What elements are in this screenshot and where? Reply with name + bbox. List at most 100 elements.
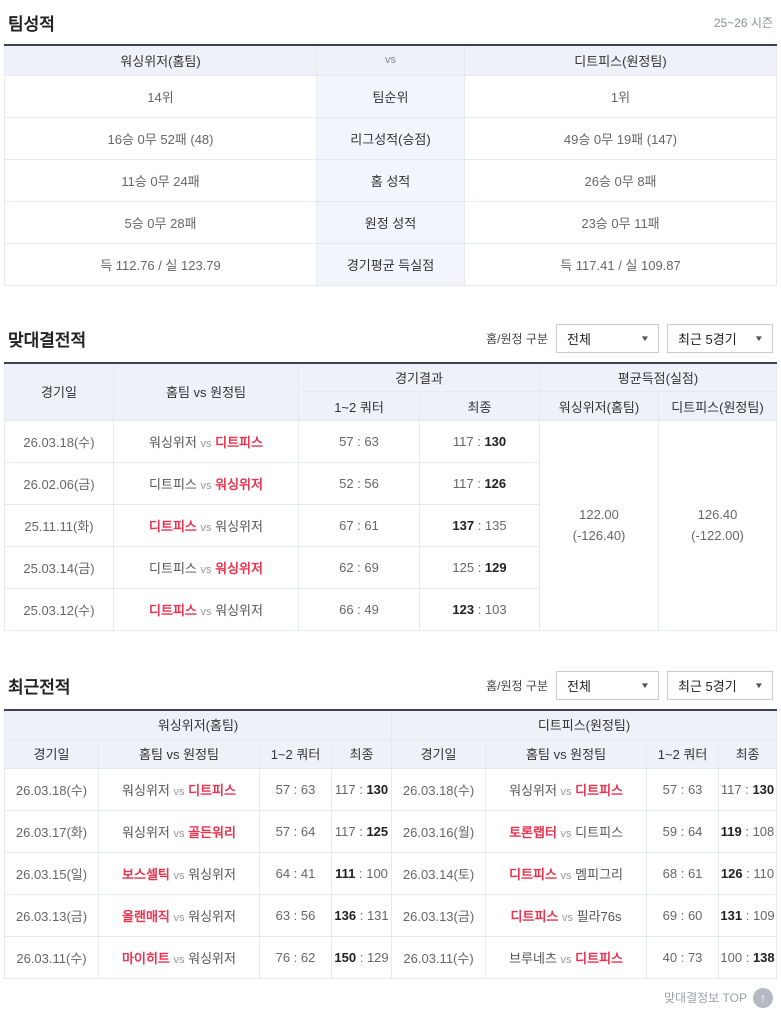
final-score: 111 : 100	[330, 851, 393, 895]
matchup-cell: 워싱위저 vs 디트피스	[113, 420, 299, 463]
team-name: 디트피스	[509, 866, 557, 882]
recent-body: 26.03.18(수) 워싱위저 vs 디트피스 57 : 63 117 : 1…	[4, 767, 777, 979]
matchup-cell: 마이히트 vs 워싱위저	[98, 935, 260, 979]
final-score: 131 : 109	[718, 893, 777, 937]
team-summary-row: 14위 팀순위 1위	[4, 74, 777, 118]
team-name: 디트피스	[575, 824, 624, 840]
team-summary-table: 워싱위저(홈팀) vs 디트피스(원정팀) 14위 팀순위 1위 16승 0무 …	[4, 44, 777, 286]
col-header-matchup: 홈팀 vs 원정팀	[485, 738, 648, 769]
game-date: 26.03.11(수)	[4, 935, 99, 979]
page-footer: 맞대결정보 TOP ↑	[8, 987, 773, 1018]
vs-label: vs	[200, 606, 212, 618]
team-name: 워싱위저	[122, 824, 170, 840]
h2h-row: 26.03.18(수) 워싱위저 vs 디트피스 57 : 63 117 : 1…	[4, 420, 777, 631]
team-name: 워싱위저	[122, 782, 170, 798]
final-score: 117 : 130	[330, 767, 393, 811]
vs-label: vs	[173, 953, 185, 966]
h2h-body: 26.03.18(수) 워싱위저 vs 디트피스 57 : 63 117 : 1…	[4, 420, 777, 631]
recent-home-away-select[interactable]: 전체 ▼	[556, 671, 659, 700]
vs-label: vs	[200, 438, 212, 450]
matchup-cell: 브루네츠 vs 디트피스	[485, 935, 648, 979]
season-label: 25~26 시즌	[713, 16, 773, 30]
col-header-quarter: 1~2 쿼터	[259, 738, 332, 769]
quarter-score: 59 : 64	[646, 809, 720, 853]
team-name: 디트피스	[510, 908, 559, 924]
away-stat-value: 26승 0무 8패	[464, 158, 777, 202]
quarter-score: 76 : 62	[259, 935, 332, 979]
h2h-row: 25.03.12(수) 디트피스 vs 워싱위저 66 : 49 123 : 1…	[4, 588, 777, 631]
col-header-matchup: 홈팀 vs 원정팀	[113, 362, 299, 421]
team-summary-row: 11승 0무 24패 홈 성적 26승 0무 8패	[4, 158, 777, 202]
final-score: 119 : 108	[718, 809, 777, 853]
head-to-head-table: 경기일 홈팀 vs 원정팀 경기결과 평균득점(실점) 1~2 쿼터 최종 워싱…	[4, 361, 777, 631]
recent-home-away-value: 전체	[567, 679, 591, 694]
vs-header: vs	[316, 44, 465, 76]
matchup-cell: 올랜매직 vs 워싱위저	[98, 893, 260, 937]
quarter-score: 68 : 61	[646, 851, 720, 895]
quarter-score: 40 : 73	[646, 935, 720, 979]
quarter-score: 67 : 61	[298, 504, 420, 547]
matchup-cell: 디트피스 vs 워싱위저	[113, 504, 299, 547]
team-summary-row: 득 112.76 / 실 123.79 경기평균 득실점 득 117.41 / …	[4, 242, 777, 286]
final-score: 117 : 130	[419, 420, 540, 463]
recent-row: 26.03.17(화) 워싱위저 vs 골든워리 57 : 64 117 : 1…	[4, 809, 777, 853]
col-header-date: 경기일	[4, 362, 114, 421]
team-name: 필라76s	[576, 908, 622, 924]
vs-label: vs	[173, 827, 185, 840]
team-summary-body: 14위 팀순위 1위 16승 0무 52패 (48) 리그성적(승점) 49승 …	[4, 74, 777, 286]
vs-label: vs	[560, 827, 572, 840]
final-score: 117 : 130	[718, 767, 777, 811]
matchup-cell: 토론랩터 vs 디트피스	[485, 809, 648, 853]
col-header-result-group: 경기결과	[298, 362, 540, 392]
arrow-up-icon: ↑	[760, 990, 766, 1005]
team-name: 워싱위저	[215, 561, 263, 576]
team-name: 골든워리	[188, 824, 236, 840]
away-stat-value: 49승 0무 19패 (147)	[464, 116, 777, 160]
game-date: 25.03.12(수)	[4, 588, 114, 631]
team-name: 디트피스	[575, 950, 624, 966]
vs-label: vs	[562, 911, 574, 924]
home-stat-value: 14위	[4, 74, 317, 118]
team-name: 마이히트	[122, 950, 170, 966]
game-date: 26.03.13(금)	[4, 893, 99, 937]
home-stat-value: 16승 0무 52패 (48)	[4, 116, 317, 160]
vs-label: vs	[173, 911, 185, 924]
matchup-cell: 디트피스 vs 멤피그리	[485, 851, 648, 895]
col-header-date: 경기일	[4, 738, 99, 769]
home-avg-points: 122.00 (-126.40)	[539, 420, 659, 631]
quarter-score: 57 : 63	[259, 767, 332, 811]
team-name: 디트피스	[149, 561, 197, 576]
col-header-away-team: 디트피스(원정팀)	[658, 391, 777, 421]
h2h-row: 26.02.06(금) 디트피스 vs 워싱위저 52 : 56 117 : 1…	[4, 462, 777, 505]
vs-label: vs	[200, 480, 212, 492]
vs-label: vs	[560, 785, 572, 798]
chevron-down-icon: ▼	[753, 681, 765, 690]
away-team-header: 디트피스(원정팀)	[464, 44, 777, 76]
vs-label: vs	[200, 564, 212, 576]
team-name: 토론랩터	[509, 824, 557, 840]
team-summary-row: 16승 0무 52패 (48) 리그성적(승점) 49승 0무 19패 (147…	[4, 116, 777, 160]
col-header-quarter: 1~2 쿼터	[646, 738, 720, 769]
scroll-top-button[interactable]: ↑	[753, 987, 773, 1008]
team-name: 멤피그리	[575, 866, 624, 882]
recent-row: 26.03.11(수) 마이히트 vs 워싱위저 76 : 62 150 : 1…	[4, 935, 777, 979]
home-stat-value: 11승 0무 24패	[4, 158, 317, 202]
game-date: 26.03.11(수)	[391, 935, 487, 979]
recent-period-select[interactable]: 최근 5경기 ▼	[667, 671, 773, 700]
team-summary-header-row: 워싱위저(홈팀) vs 디트피스(원정팀)	[4, 44, 777, 76]
team-name: 워싱위저	[215, 603, 263, 618]
vs-label: vs	[173, 869, 185, 882]
team-name: 브루네츠	[509, 950, 557, 966]
team-name: 보스셀틱	[122, 866, 170, 882]
scroll-top-label[interactable]: 맞대결정보 TOP	[664, 991, 747, 1005]
quarter-score: 63 : 56	[259, 893, 332, 937]
final-score: 137 : 135	[419, 504, 540, 547]
h2h-period-select[interactable]: 최근 5경기 ▼	[667, 323, 773, 353]
col-header-matchup: 홈팀 vs 원정팀	[98, 738, 260, 769]
team-name: 워싱위저	[188, 950, 236, 966]
recent-left-team-header: 워싱위저(홈팀)	[3, 709, 393, 740]
team-name: 워싱위저	[188, 866, 236, 882]
final-score: 123 : 103	[419, 588, 540, 631]
h2h-home-away-select[interactable]: 전체 ▼	[556, 323, 659, 353]
